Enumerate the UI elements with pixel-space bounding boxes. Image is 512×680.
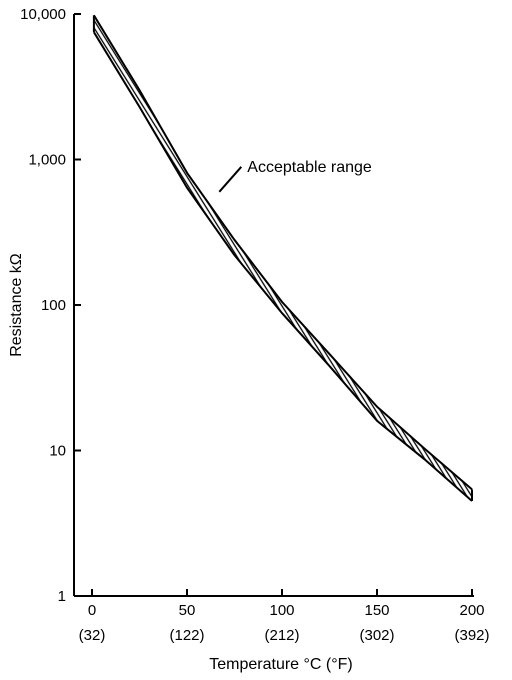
x-tick-label: 100	[269, 602, 294, 619]
acceptable-range-fill	[93, 15, 473, 502]
y-tick-label: 10	[49, 443, 66, 460]
x-tick-label: 0	[88, 602, 96, 619]
axes	[73, 14, 474, 597]
acceptable-range-lower-line	[93, 31, 473, 502]
x-tick-sublabel: (122)	[169, 627, 204, 644]
y-ticks: 1 10 100 1,000 10,000	[20, 6, 81, 605]
y-axis-label: Resistance kΩ	[8, 253, 25, 357]
x-axis-label: Temperature °C (°F)	[209, 656, 353, 673]
y-tick-label: 10,000	[20, 6, 66, 23]
annotation-label: Acceptable range	[247, 159, 372, 176]
annotation: Acceptable range	[218, 159, 372, 193]
y-tick-label: 100	[41, 297, 66, 314]
acceptable-range-upper-line	[93, 14, 473, 491]
x-tick-sublabel: (212)	[264, 627, 299, 644]
x-ticks: 0 (32) 50 (122) 100 (212) 150 (302) 200 (392)	[79, 589, 490, 644]
x-tick-label: 200	[459, 602, 484, 619]
x-tick-sublabel: (32)	[79, 627, 106, 644]
x-tick-label: 50	[179, 602, 196, 619]
x-tick-label: 150	[364, 602, 389, 619]
acceptable-range-band	[92, 14, 473, 502]
y-tick-label: 1	[58, 588, 66, 605]
x-tick-sublabel: (392)	[454, 627, 489, 644]
x-tick-sublabel: (302)	[359, 627, 394, 644]
y-tick-label: 1,000	[28, 152, 66, 169]
annotation-leader-line	[218, 166, 243, 193]
